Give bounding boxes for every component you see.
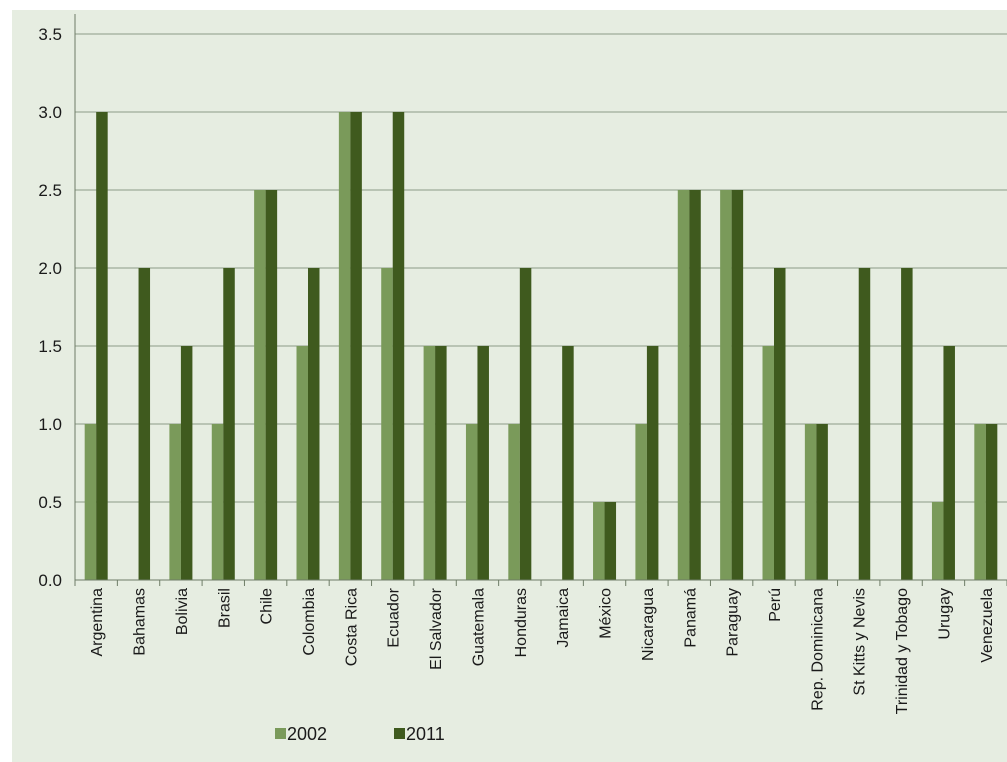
x-category-label: Urugay (936, 588, 953, 640)
y-tick-label: 3.5 (38, 25, 62, 44)
legend-swatch-2011 (394, 728, 405, 739)
bar-2002-urugay (931, 502, 944, 580)
x-category-label: Trinidad y Tobago (894, 588, 911, 714)
x-category-label: Costa Rica (343, 588, 360, 666)
axes (74, 14, 1007, 586)
legend-swatch-2002 (275, 728, 286, 739)
bar-2002-panam- (677, 190, 690, 580)
bar-2011-honduras (519, 268, 532, 580)
bar-2002-brasil (211, 424, 224, 580)
x-category-label: Nicaragua (640, 588, 657, 661)
x-category-labels: Argentina Bahamas Bolivia Brasil Chile Colomb… (89, 587, 996, 714)
legend-label-2002: 2002 (287, 724, 327, 744)
y-tick-label: 1.0 (38, 415, 62, 434)
x-category-label: Rep. Dominicana (809, 588, 826, 711)
bar-2002-honduras (508, 424, 520, 580)
x-category-label: México (598, 588, 615, 639)
bar-2011-colombia (308, 268, 320, 580)
bar-2011-paraguay (731, 190, 744, 580)
x-category-label: Bahamas (132, 588, 149, 656)
x-category-label: El Salvador (428, 587, 445, 669)
x-category-label: Venezuela (979, 588, 996, 663)
bar-2011-brasil (223, 268, 235, 580)
bar-2002-ecuador (381, 268, 393, 580)
bar-2002-el-salvador (423, 346, 436, 580)
bar-2002-paraguay (720, 190, 732, 580)
bar-2011-ecuador (392, 112, 405, 580)
y-tick-label: 0.0 (38, 571, 62, 590)
bar-2002-guatemala (465, 424, 478, 580)
bar-2002-per- (762, 346, 774, 580)
bar-2011-rep-dominicana (816, 424, 828, 580)
bar-2011-st-kitts-y-nevis (858, 268, 871, 580)
x-category-label: Chile (259, 588, 276, 625)
bar-2002-m-xico (593, 502, 605, 580)
bar-2011-bolivia (180, 346, 193, 580)
bar-2011-guatemala (477, 346, 489, 580)
bar-2011-el-salvador (435, 346, 447, 580)
bar-2011-panam- (689, 190, 701, 580)
bar-2002-venezuela (974, 424, 986, 580)
y-tick-label: 3.0 (38, 103, 62, 122)
x-category-label: Brasil (216, 588, 233, 628)
bar-2011-trinidad-y-tobago (901, 268, 913, 580)
legend-label-2011: 2011 (406, 724, 445, 744)
x-category-label: Argentina (89, 588, 106, 657)
bar-2002-bolivia (169, 424, 181, 580)
y-tick-label: 0.5 (38, 493, 62, 512)
bar-2002-argentina (84, 424, 97, 580)
bar-2011-m-xico (604, 502, 617, 580)
bar-2011-chile (265, 190, 278, 580)
bar-2011-argentina (96, 112, 108, 580)
bar-2002-rep-dominicana (804, 424, 817, 580)
bar-2011-per- (774, 268, 786, 580)
x-category-label: Honduras (513, 588, 530, 657)
bar-2011-venezuela (985, 424, 998, 580)
bars (84, 112, 998, 580)
bar-2011-costa-rica (350, 112, 362, 580)
bar-2002-costa-rica (338, 112, 351, 580)
bar-2011-nicaragua (646, 346, 659, 580)
bar-2011-bahamas (138, 268, 151, 580)
y-tick-labels: 0.0 0.5 1.0 1.5 2.0 2.5 3.0 3.5 (38, 25, 62, 590)
x-category-label: Panamá (682, 588, 699, 648)
bar-2002-colombia (296, 346, 308, 580)
chart-frame: 0.0 0.5 1.0 1.5 2.0 2.5 3.0 3.5 Argentina Bahama… (12, 10, 1007, 762)
x-category-label: St Kitts y Nevis (852, 588, 869, 696)
y-tick-label: 2.5 (38, 181, 62, 200)
y-tick-label: 2.0 (38, 259, 62, 278)
legend: 2002 2011 (275, 724, 445, 744)
x-category-label: Colombia (301, 588, 318, 656)
x-category-label: Jamaica (555, 588, 572, 648)
bar-2002-chile (254, 190, 266, 580)
bar-2011-urugay (943, 346, 955, 580)
x-category-label: Perú (767, 588, 784, 622)
x-category-label: Bolivia (174, 588, 191, 635)
x-category-label: Paraguay (725, 588, 742, 657)
x-category-label: Guatemala (470, 588, 487, 666)
bar-2011-jamaica (562, 346, 574, 580)
bar-2002-nicaragua (635, 424, 647, 580)
x-category-label: Ecuador (386, 587, 403, 647)
y-tick-label: 1.5 (38, 337, 62, 356)
bar-chart: 0.0 0.5 1.0 1.5 2.0 2.5 3.0 3.5 Argentina Bahama… (38, 14, 1007, 744)
